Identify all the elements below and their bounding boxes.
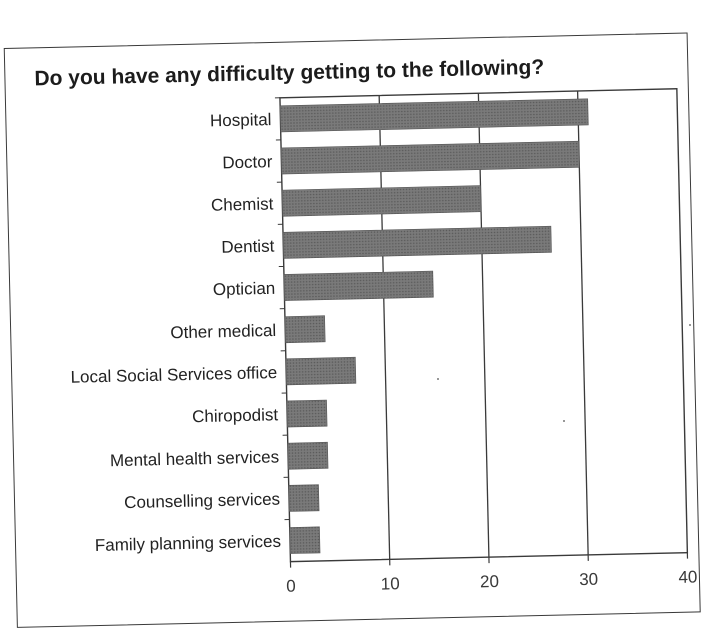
plot-area: 0 10 20 30 40 Hospital Doctor Chemist Dentist Opt…: [64, 89, 697, 601]
bar: [280, 99, 588, 132]
paper-speck: [437, 378, 439, 380]
y-tick-label: Counselling services: [124, 490, 280, 513]
x-tick-label: 0: [286, 577, 296, 596]
x-tick-label: 30: [579, 570, 598, 589]
paper-speck: [563, 420, 565, 422]
y-tick-label: Optician: [213, 279, 276, 299]
y-tick-label: Doctor: [222, 152, 273, 172]
bar: [289, 485, 319, 512]
y-tick-label: Mental health services: [110, 447, 280, 470]
x-tick-label: 10: [381, 574, 400, 593]
x-tick-label: 40: [678, 567, 697, 586]
y-tick-label: Hospital: [210, 110, 272, 130]
y-tick-label: Dentist: [221, 237, 275, 257]
bar: [285, 316, 325, 343]
y-tick-label: Chiropodist: [192, 405, 279, 426]
bar: [283, 226, 551, 258]
bar: [290, 527, 320, 554]
bar: [284, 271, 433, 301]
bar: [287, 400, 327, 427]
bar: [286, 357, 356, 385]
y-tick-label: Local Social Services office: [70, 363, 277, 387]
bar: [282, 186, 481, 217]
bar: [288, 442, 328, 469]
y-tick-label: Chemist: [211, 194, 274, 214]
x-tick-label: 20: [480, 572, 499, 591]
y-tick-label: Other medical: [170, 321, 276, 342]
bar: [281, 141, 579, 174]
paper-speck: [689, 324, 691, 326]
y-tick-label: Family planning services: [95, 532, 282, 555]
